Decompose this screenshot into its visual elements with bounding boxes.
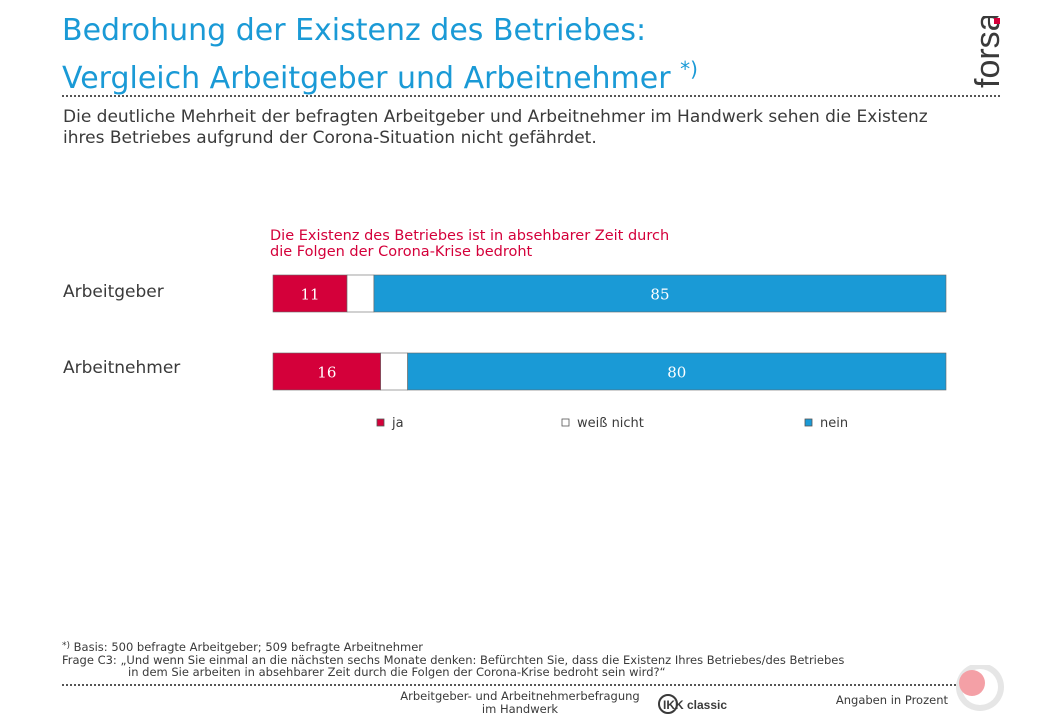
footnote-question-line-1: Frage C3: „Und wenn Sie einmal an die nä…: [62, 652, 845, 667]
footnote-marker: *): [62, 641, 71, 651]
footnote-basis: Basis: 500 befragte Arbeitgeber; 509 bef…: [73, 640, 424, 654]
chart-title-line-1: Die Existenz des Betriebes ist in absehb…: [270, 228, 670, 244]
chart-title-line-2: die Folgen der Corona-Krise bedroht: [270, 244, 533, 260]
bar-arbeitnehmer-nein: [407, 352, 947, 391]
legend-label-weiss-nicht: weiß nicht: [577, 416, 644, 431]
bar-arbeitgeber-ja: [272, 274, 348, 313]
footer-divider: [62, 684, 1000, 686]
legend-label-ja: ja: [391, 416, 404, 431]
data-label-arbeitnehmer-nein: 80: [667, 364, 686, 382]
ikk-logo-ring: [658, 694, 678, 714]
title-line-2-text: Vergleich Arbeitgeber und Arbeitnehmer: [62, 61, 671, 96]
category-label-arbeitgeber: Arbeitgeber: [63, 282, 164, 302]
chart-title: Die Existenz des Betriebes ist in absehb…: [270, 228, 790, 260]
data-label-arbeitgeber-ja: 11: [300, 286, 319, 304]
title-footnote-marker: *): [680, 57, 698, 81]
study-name-line-2: im Handwerk: [481, 701, 559, 716]
units-note: Angaben in Prozent: [835, 693, 948, 707]
title-line-2: Vergleich Arbeitgeber und Arbeitnehmer *…: [62, 50, 942, 98]
legend-swatch-weiss-nicht: [561, 418, 570, 427]
forsa-logo-dot: [994, 18, 1000, 24]
title-line-1: Bedrohung der Existenz des Betriebes:: [62, 13, 647, 48]
decorative-circle-graphic: [956, 665, 1004, 711]
footnote-question-line-2: in dem Sie arbeiten in absehbarer Zeit d…: [128, 665, 666, 679]
ikk-classic-logo: IKK classic: [658, 694, 727, 714]
bar-arbeitgeber-nein: [373, 274, 947, 313]
legend-swatch-ja: [376, 418, 385, 427]
legend-swatch-nein: [804, 418, 813, 427]
subtitle: Die deutliche Mehrheit der befragten Arb…: [63, 107, 928, 148]
study-name: Arbeitgeber- und Arbeitnehmerbefragung i…: [380, 690, 660, 715]
header-divider: [62, 95, 1000, 97]
page-title: Bedrohung der Existenz des Betriebes: Ve…: [62, 12, 942, 98]
category-label-arbeitnehmer: Arbeitnehmer: [63, 358, 181, 378]
legend-label-nein: nein: [820, 416, 848, 431]
ikk-logo-text: IKK classic: [663, 698, 727, 712]
data-label-arbeitnehmer-ja: 16: [317, 364, 336, 382]
bar-arbeitnehmer-weiss-nicht: [380, 352, 408, 391]
forsa-logo-text: forsa.: [969, 16, 1007, 88]
study-name-line-1: Arbeitgeber- und Arbeitnehmerbefragung: [400, 689, 640, 703]
bar-arbeitgeber-weiss-nicht: [346, 274, 375, 313]
data-label-arbeitgeber-nein: 85: [650, 286, 669, 304]
forsa-logo: forsa.: [969, 16, 1007, 88]
footnote: *) Basis: 500 befragte Arbeitgeber; 509 …: [62, 640, 922, 679]
